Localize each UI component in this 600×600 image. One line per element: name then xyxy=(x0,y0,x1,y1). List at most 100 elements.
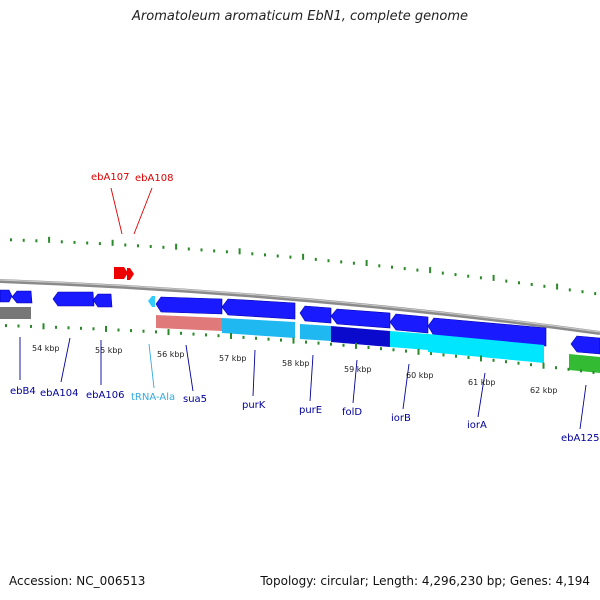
gene-label-ebA106[interactable]: ebA106 xyxy=(86,390,124,401)
scale-track-tick xyxy=(55,325,57,329)
scale-track-tick xyxy=(417,348,420,355)
rna-arrow-ebA108[interactable] xyxy=(127,268,134,280)
gene-label-iorA[interactable]: iorA xyxy=(467,420,487,431)
band-ebB4-gray[interactable] xyxy=(0,307,31,319)
gene-label-purE[interactable]: purE xyxy=(299,405,322,416)
gene-label-ebA104[interactable]: ebA104 xyxy=(40,388,78,399)
scale-track-tick xyxy=(230,333,232,339)
gc-track-tick xyxy=(594,292,597,296)
scale-track-tick xyxy=(255,336,257,340)
scale-labels: 54 kbp 55 kbp 56 kbp 57 kbp 58 kbp 59 kb… xyxy=(32,344,558,395)
gc-track-tick xyxy=(200,248,203,252)
scale-track-tick xyxy=(405,349,407,353)
cds-ebA125[interactable] xyxy=(570,335,600,355)
gc-track-tick xyxy=(98,242,101,246)
band-purK-sky[interactable] xyxy=(222,318,295,338)
gc-track-tick xyxy=(492,274,495,281)
scale-track-tick xyxy=(580,369,582,373)
scale-track-tick xyxy=(180,331,182,335)
cds-iorB[interactable] xyxy=(389,313,429,334)
scale-track-tick xyxy=(492,358,495,362)
cds-purK[interactable] xyxy=(221,298,296,320)
gc-track-tick xyxy=(111,239,114,246)
gc-track-tick xyxy=(149,245,152,248)
topology-text: Topology: circular; Length: 4,296,230 bp… xyxy=(260,574,590,588)
scale-track-tick xyxy=(280,338,282,342)
scale-track-tick xyxy=(330,342,332,346)
band-sua5-salmon[interactable] xyxy=(156,315,222,331)
gc-track-tick xyxy=(73,240,76,244)
gc-track-tick xyxy=(365,260,368,266)
scale-track-tick xyxy=(367,346,370,349)
gc-track-tick xyxy=(505,279,508,283)
gene-label-tRNA-Ala[interactable]: tRNA-Ala xyxy=(131,392,175,403)
gc-track-tick xyxy=(340,260,343,264)
gc-track-tick xyxy=(213,249,216,253)
scale-track-tick xyxy=(167,329,170,336)
gc-track-tick xyxy=(276,254,279,258)
cds-ebA106[interactable] xyxy=(92,293,113,308)
gc-track-tick xyxy=(543,284,546,288)
cds-ebA104[interactable] xyxy=(52,291,95,307)
tick-label: 56 kbp xyxy=(157,350,185,359)
leader-lines xyxy=(19,187,587,430)
scale-track-tick xyxy=(467,356,470,359)
scale-track-tick xyxy=(305,340,307,344)
forward-strand-row xyxy=(0,289,600,355)
scale-track-tick xyxy=(205,333,207,337)
leader-ebA107 xyxy=(110,187,123,235)
rna-arrow-ebA107[interactable] xyxy=(114,267,128,279)
gc-track-tick xyxy=(124,243,127,247)
genome-backbone xyxy=(0,279,600,335)
scale-track-tick xyxy=(30,324,32,328)
gc-track-tick xyxy=(225,250,228,254)
gene-label-iorB[interactable]: iorB xyxy=(391,413,411,424)
band-ebA125-green[interactable] xyxy=(569,354,600,373)
scale-track-tick xyxy=(117,328,120,332)
genome-backbone-highlight xyxy=(0,279,600,333)
gc-track-tick xyxy=(327,259,330,263)
gc-track-tick xyxy=(518,281,520,285)
scale-track-tick xyxy=(542,362,545,369)
gene-label-ebA107[interactable]: ebA107 xyxy=(91,172,129,183)
gene-label-ebA125[interactable]: ebA125 xyxy=(561,433,599,444)
band-iorA-cyan[interactable] xyxy=(428,334,544,363)
gc-track-tick xyxy=(352,261,355,265)
cds-sua5[interactable] xyxy=(155,296,223,315)
cds-folD[interactable] xyxy=(330,308,391,329)
scale-track-tick xyxy=(92,327,95,331)
category-row xyxy=(0,307,600,373)
gene-label-folD[interactable]: folD xyxy=(342,407,362,418)
scale-track-tick xyxy=(430,352,432,356)
band-iorB-cyan[interactable] xyxy=(390,331,428,350)
scale-track-tick xyxy=(80,326,82,330)
tick-label: 58 kbp xyxy=(282,359,310,368)
leader-iorA xyxy=(477,372,486,418)
scale-track-tick xyxy=(592,371,595,374)
gc-track-tick xyxy=(86,241,89,245)
gc-track-tick xyxy=(238,248,241,255)
scale-track-tick xyxy=(192,332,195,336)
gc-track-tick xyxy=(35,239,38,243)
leader-purE xyxy=(309,354,314,402)
gc-track-tick xyxy=(175,243,178,250)
gene-label-ebB4[interactable]: ebB4 xyxy=(10,386,36,397)
scale-track-tick xyxy=(142,329,145,333)
gc-track-tick xyxy=(416,268,419,272)
gene-label-sua5[interactable]: sua5 xyxy=(183,394,207,405)
gc-track-tick xyxy=(162,245,165,249)
gene-label-ebA108[interactable]: ebA108 xyxy=(135,173,173,184)
cds-ebB4-a[interactable] xyxy=(0,289,13,303)
scale-track-tick xyxy=(42,323,45,330)
leader-ebA108 xyxy=(133,187,153,235)
gc-track-tick xyxy=(441,271,444,275)
gc-track-tick xyxy=(251,252,254,256)
band-purE-sky[interactable] xyxy=(300,324,331,341)
tick-label: 54 kbp xyxy=(32,344,60,353)
trna-ala-feature[interactable] xyxy=(148,296,155,307)
cds-ebB4-b[interactable] xyxy=(11,290,33,304)
gc-track-tick xyxy=(22,238,25,242)
cds-purE[interactable] xyxy=(299,305,332,324)
gene-label-purK[interactable]: purK xyxy=(242,400,266,411)
band-folD-navy[interactable] xyxy=(331,326,390,347)
